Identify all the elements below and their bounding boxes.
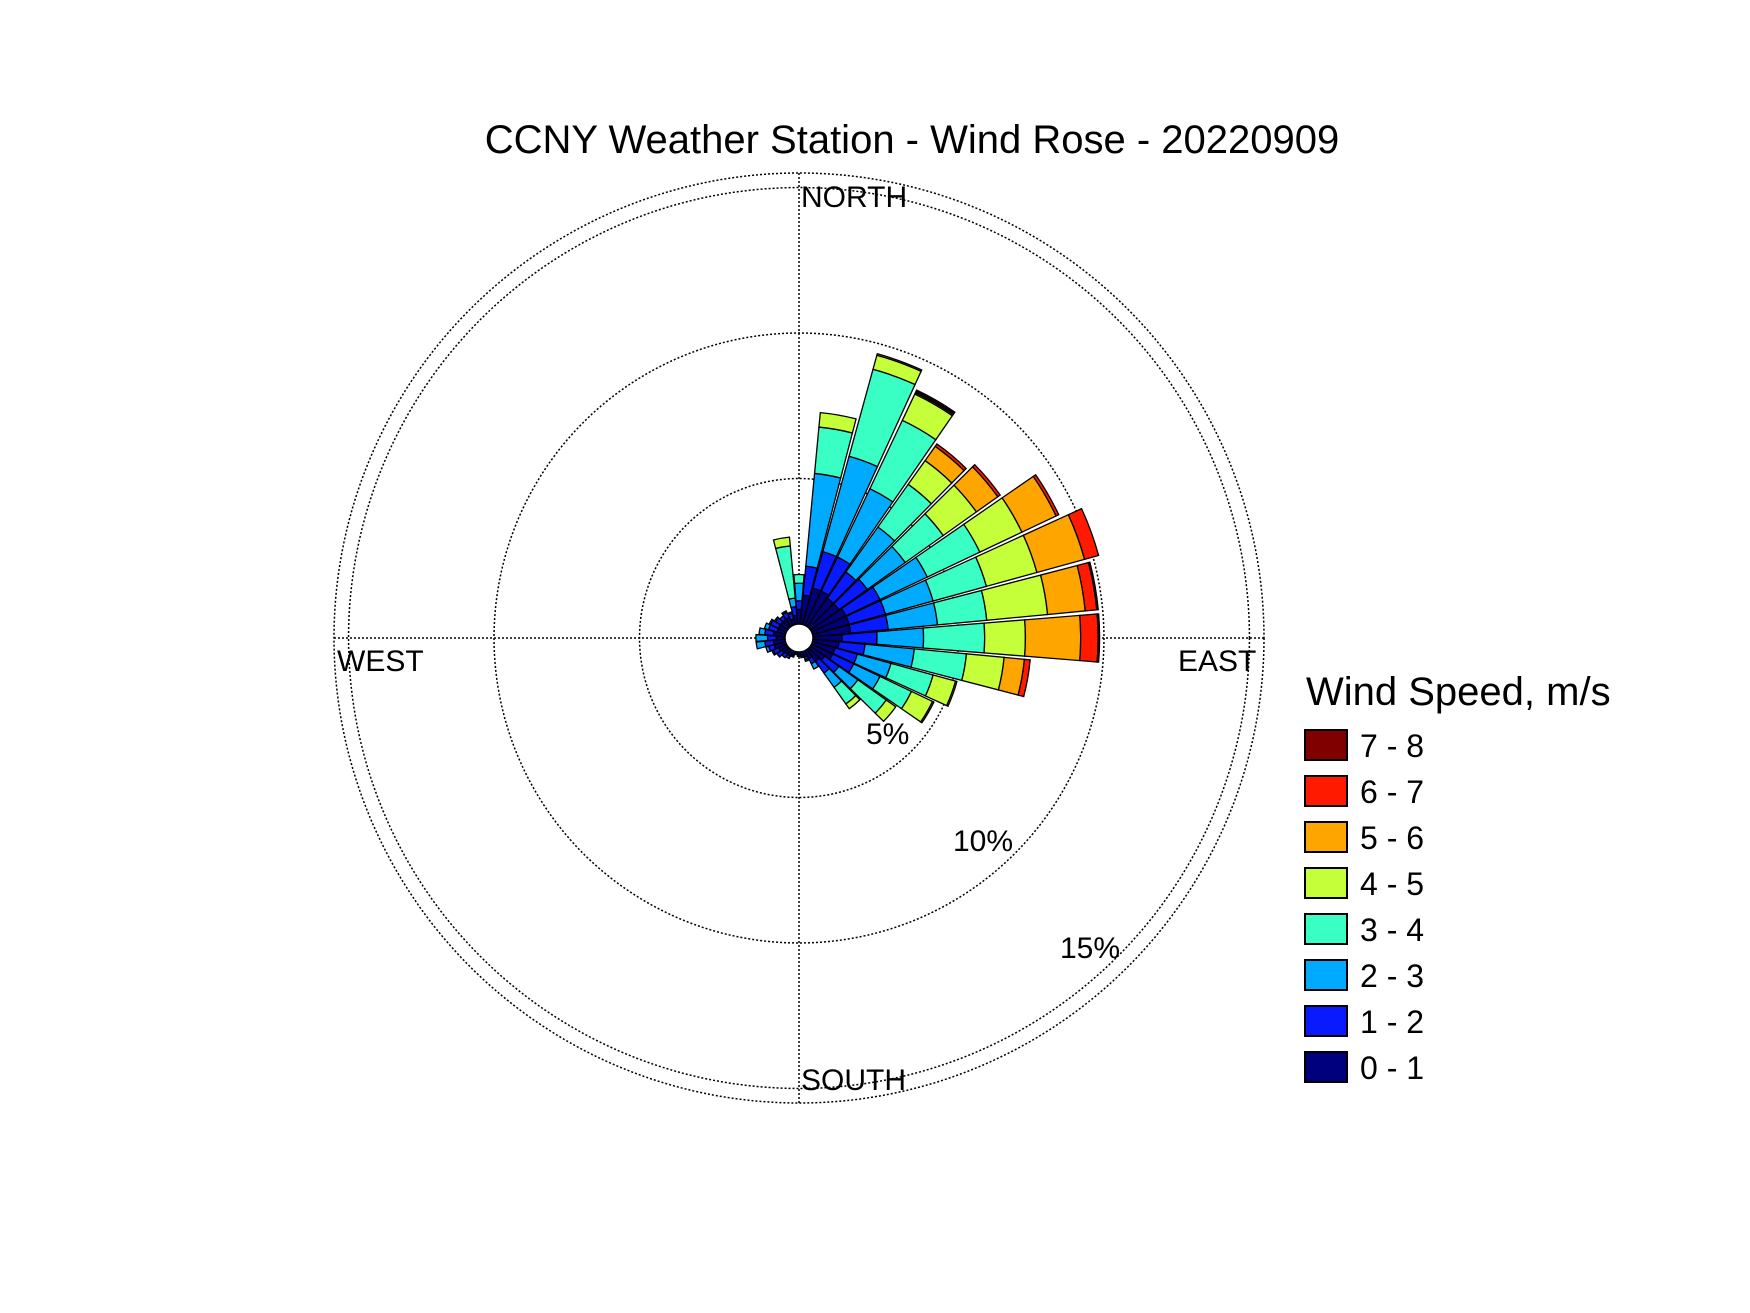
legend-label-4: 3 - 4 xyxy=(1360,912,1424,948)
legend: Wind Speed, m/s 7 - 8 6 - 7 5 - 6 4 - 5 3 - … xyxy=(1304,670,1611,1086)
center-hole xyxy=(784,623,814,653)
sector-90-bin-4 xyxy=(983,619,1027,657)
ring-label-10: 10% xyxy=(953,825,1013,858)
sector-270-bin-2 xyxy=(755,633,769,643)
sector-300-bin-2 xyxy=(768,618,775,626)
legend-swatch-1 xyxy=(1304,775,1348,807)
sector-0-bin-2 xyxy=(793,582,805,602)
sector-160-bin-2 xyxy=(804,657,810,663)
sector-150-bin-2 xyxy=(810,660,820,670)
legend-swatch-3 xyxy=(1304,867,1348,899)
direction-label-north: NORTH xyxy=(801,181,907,214)
wind-sectors xyxy=(755,353,1101,724)
direction-label-west: WEST xyxy=(337,645,424,678)
legend-swatch-6 xyxy=(1304,1005,1348,1037)
legend-swatch-7 xyxy=(1304,1051,1348,1083)
sector-90-bin-3 xyxy=(922,622,986,654)
sector-90-bin-7 xyxy=(1096,613,1101,663)
chart-title: CCNY Weather Station - Wind Rose - 20220… xyxy=(485,118,1340,162)
legend-swatch-2 xyxy=(1304,821,1348,853)
legend-swatch-5 xyxy=(1304,959,1348,991)
legend-title: Wind Speed, m/s xyxy=(1306,670,1611,714)
sector-20-bin-5 xyxy=(876,353,923,373)
sector-40-bin-6 xyxy=(934,443,968,472)
legend-label-7: 0 - 1 xyxy=(1360,1050,1424,1086)
sector-50-bin-6 xyxy=(971,463,1002,498)
legend-swatch-0 xyxy=(1304,729,1348,761)
sector-10-bin-4 xyxy=(818,411,857,434)
sector-350-bin-3 xyxy=(774,545,796,600)
grid-ring-15 xyxy=(347,186,1251,1090)
ring-label-5: 5% xyxy=(866,718,909,751)
sector-70-bin-6 xyxy=(1067,507,1100,561)
sector-110-bin-5 xyxy=(945,680,958,708)
sector-280-bin-2 xyxy=(758,627,767,636)
sector-260-bin-2 xyxy=(755,640,767,650)
sector-330-bin-2 xyxy=(781,610,788,616)
direction-label-east: EAST xyxy=(1178,645,1256,678)
legend-label-1: 6 - 7 xyxy=(1360,774,1424,810)
legend-label-0: 7 - 8 xyxy=(1360,728,1424,764)
sector-90-bin-5 xyxy=(1023,614,1082,662)
sector-90-bin-2 xyxy=(876,627,925,649)
legend-label-2: 5 - 6 xyxy=(1360,820,1424,856)
sector-0-bin-1 xyxy=(795,600,803,611)
sector-350-bin-4 xyxy=(772,536,791,550)
sector-90-bin-6 xyxy=(1079,613,1099,663)
sector-30-bin-7 xyxy=(915,389,956,415)
sector-130-bin-4 xyxy=(874,699,897,723)
sector-100-bin-4 xyxy=(960,653,1005,691)
sector-100-bin-6 xyxy=(1017,658,1031,698)
legend-label-5: 2 - 3 xyxy=(1360,958,1424,994)
legend-label-6: 1 - 2 xyxy=(1360,1004,1424,1040)
sector-80-bin-7 xyxy=(1087,561,1099,611)
sector-170-bin-1 xyxy=(800,654,805,659)
sector-60-bin-6 xyxy=(1032,473,1060,517)
direction-label-south: SOUTH xyxy=(801,1064,906,1097)
sector-180-bin-1 xyxy=(796,654,802,658)
legend-label-3: 4 - 5 xyxy=(1360,866,1424,902)
sector-120-bin-5 xyxy=(919,700,935,724)
sector-290-bin-2 xyxy=(763,622,772,631)
legend-swatch-4 xyxy=(1304,913,1348,945)
sector-310-bin-2 xyxy=(773,616,780,623)
sector-140-bin-4 xyxy=(844,694,861,710)
ring-label-15: 15% xyxy=(1060,932,1120,965)
sector-0-bin-3 xyxy=(793,573,805,585)
